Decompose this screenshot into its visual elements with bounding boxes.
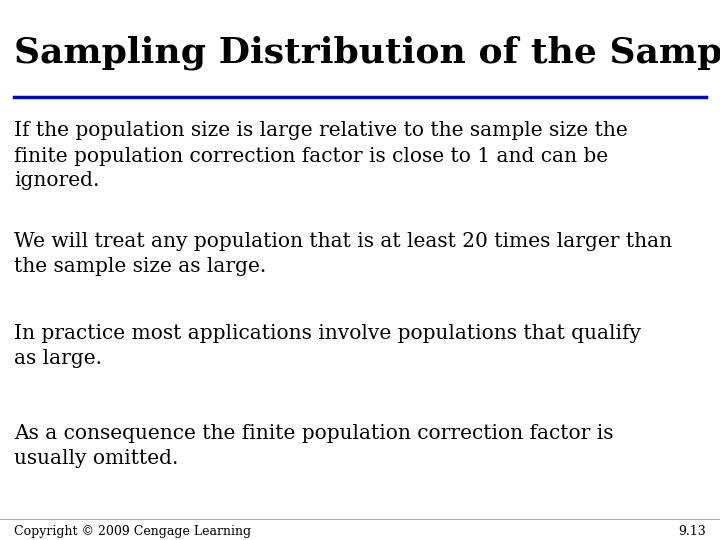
Text: We will treat any population that is at least 20 times larger than
the sample si: We will treat any population that is at … bbox=[14, 232, 672, 276]
Text: In practice most applications involve populations that qualify
as large.: In practice most applications involve po… bbox=[14, 324, 642, 368]
Text: Sampling Distribution of the Sample Mean: Sampling Distribution of the Sample Mean bbox=[14, 35, 720, 70]
Text: If the population size is large relative to the sample size the
finite populatio: If the population size is large relative… bbox=[14, 122, 628, 191]
Text: Copyright © 2009 Cengage Learning: Copyright © 2009 Cengage Learning bbox=[14, 525, 251, 538]
Text: 9.13: 9.13 bbox=[678, 525, 706, 538]
Text: As a consequence the finite population correction factor is
usually omitted.: As a consequence the finite population c… bbox=[14, 424, 614, 468]
